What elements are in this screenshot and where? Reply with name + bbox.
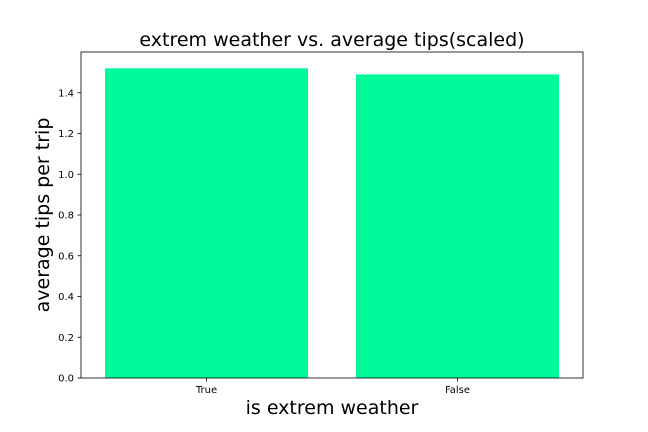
x-tick-label: True	[195, 385, 217, 396]
y-tick-label: 1.2	[58, 129, 74, 140]
bar-false	[356, 74, 559, 379]
chart-title: extrem weather vs. average tips(scaled)	[139, 29, 524, 51]
x-axis-label: is extrem weather	[246, 397, 419, 419]
y-tick-label: 1.4	[58, 88, 74, 99]
y-tick-label: 0.6	[58, 251, 74, 262]
y-tick-label: 1.0	[58, 170, 74, 181]
x-tick-label: False	[445, 385, 470, 396]
y-tick-label: 0.8	[58, 211, 74, 222]
bar-true	[105, 68, 308, 379]
axes-frame	[80, 51, 584, 379]
y-axis-label: average tips per trip	[32, 118, 54, 313]
y-tick-label: 0.0	[58, 374, 74, 385]
y-tick-label: 0.4	[58, 292, 74, 303]
plot-area: True False 0.0 0.2 0.4 0.6 0.8 1.0 1.2 1.4	[58, 51, 584, 396]
y-tick-label: 0.2	[58, 333, 74, 344]
